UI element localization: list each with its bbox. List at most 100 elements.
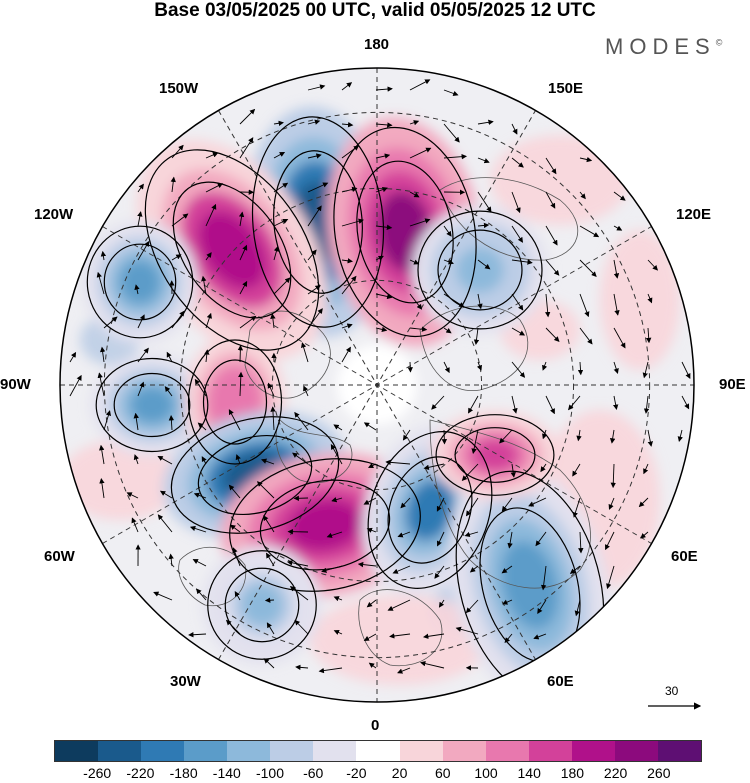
colorbar-tick-label: 140 — [517, 765, 541, 781]
wind-arrow — [568, 395, 581, 411]
wind-arrow — [97, 372, 105, 397]
colorbar-tick-label: 20 — [391, 765, 408, 781]
wind-arrow — [409, 120, 420, 126]
wind-arrow — [333, 629, 343, 635]
wind-arrow — [286, 560, 309, 567]
wind-arrow — [171, 254, 182, 261]
wind-arrow — [501, 565, 513, 574]
wind-arrow — [576, 429, 582, 442]
colorbar-segment — [98, 741, 142, 761]
wind-arrow — [205, 183, 224, 193]
wind-arrow — [137, 240, 150, 261]
wind-arrow — [205, 203, 217, 227]
wind-arrow — [477, 259, 491, 270]
wind-arrow — [544, 293, 551, 318]
wind-arrow — [606, 565, 615, 590]
wind-arrow — [502, 599, 513, 605]
wind-arrow — [545, 327, 560, 342]
wind-arrow — [464, 531, 479, 538]
wind-arrow — [204, 349, 210, 363]
contour-line — [435, 414, 555, 496]
colorbar-segment — [227, 741, 271, 761]
wind-arrow — [579, 293, 590, 318]
wind-arrow — [295, 664, 309, 671]
colorbar-segment — [356, 741, 400, 761]
colorbar — [54, 740, 702, 762]
wind-arrow — [100, 250, 107, 261]
wind-arrow — [511, 361, 526, 378]
contour-line — [187, 339, 283, 465]
wind-arrow — [232, 547, 241, 567]
wind-arrow — [261, 458, 275, 465]
wind-arrow — [409, 326, 428, 332]
contour-line — [229, 458, 421, 592]
colorbar-segment — [141, 741, 185, 761]
wind-arrow — [273, 182, 289, 193]
wind-arrow — [192, 559, 207, 567]
wind-arrow — [681, 361, 691, 380]
wind-arrow — [423, 633, 445, 640]
wind-arrow — [205, 312, 212, 329]
wind-arrow — [197, 422, 207, 431]
wind-arrow — [392, 565, 411, 574]
wind-arrow — [330, 444, 343, 465]
wind-arrow — [574, 599, 581, 617]
wind-arrow — [647, 429, 653, 447]
wind-arrow — [510, 463, 516, 478]
wind-arrow — [613, 395, 619, 410]
wind-arrow — [476, 361, 482, 371]
lon-label-60w: 60W — [44, 548, 75, 565]
anomaly-field — [60, 106, 680, 702]
wind-arrow — [501, 497, 513, 512]
wind-arrow — [511, 123, 518, 135]
wind-arrow — [579, 191, 586, 200]
wind-arrow — [126, 492, 139, 499]
wind-arrow — [375, 122, 393, 128]
wind-arrow — [461, 463, 479, 482]
wind-arrow — [307, 153, 322, 159]
wind-arrow — [239, 280, 248, 295]
wind-arrow — [307, 285, 321, 295]
wind-arrow — [504, 633, 513, 643]
wind-arrow — [307, 308, 323, 329]
wind-arrow — [545, 395, 555, 415]
wind-arrow — [511, 191, 521, 214]
brand-text: MODES — [605, 34, 716, 59]
wind-arrow — [294, 411, 309, 431]
lon-label-30e: 60E — [547, 673, 574, 690]
wind-arrow — [608, 497, 615, 510]
wind-arrow — [436, 497, 445, 512]
wind-arrow — [542, 429, 548, 440]
wind-arrow — [189, 525, 207, 533]
wind-arrow — [205, 152, 219, 159]
colorbar-segment — [55, 741, 99, 761]
colorbar-tick-label: -180 — [169, 765, 198, 781]
wind-arrow — [341, 275, 357, 295]
wind-arrow — [131, 517, 139, 533]
wind-arrow — [137, 314, 145, 329]
wind-arrow — [468, 395, 479, 414]
wind-arrow — [477, 119, 494, 125]
wind-arrow — [511, 225, 523, 243]
anomaly-wash — [490, 135, 630, 225]
wind-arrow — [540, 463, 547, 473]
wind-arrow — [333, 596, 343, 602]
colorbar-segment — [270, 741, 314, 761]
wind-arrow — [375, 224, 393, 230]
wind-arrow — [572, 497, 581, 518]
wind-arrow — [357, 561, 377, 568]
wind-arrow — [307, 84, 326, 91]
wind-arrow — [228, 409, 241, 431]
wind-arrow — [605, 531, 615, 551]
wind-arrow — [443, 293, 465, 308]
wind-arrow — [409, 259, 420, 265]
contour-line — [437, 229, 523, 311]
wind-arrow — [397, 531, 411, 538]
wind-arrow — [239, 108, 256, 125]
wind-arrow — [171, 213, 189, 227]
wind-arrow — [400, 497, 411, 509]
contour-line — [144, 149, 320, 351]
wind-arrow — [420, 660, 445, 669]
wind-arrow — [270, 406, 276, 431]
colorbar-segment — [657, 741, 701, 761]
